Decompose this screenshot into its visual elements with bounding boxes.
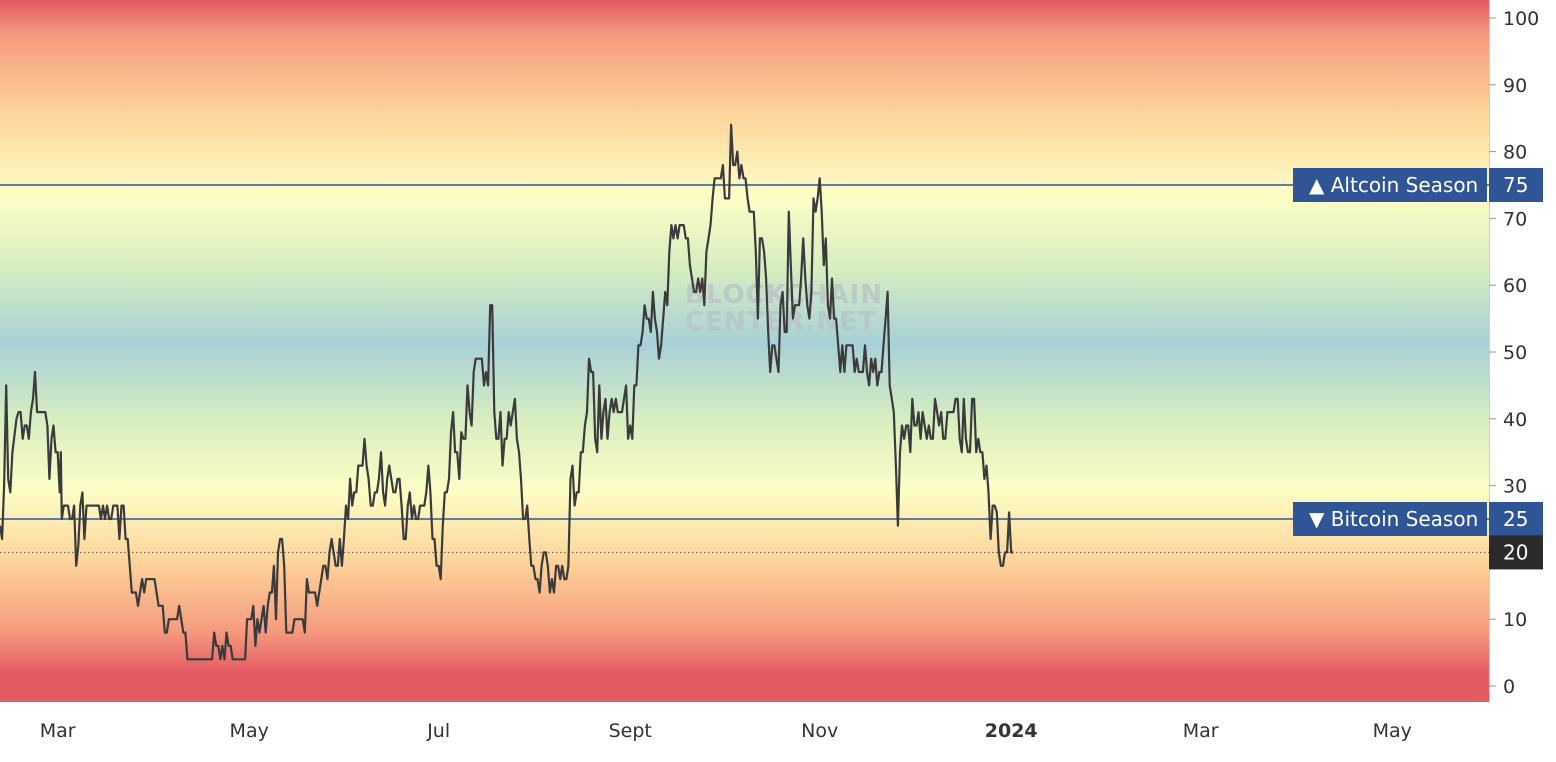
x-tick-label: Nov xyxy=(801,720,838,742)
threshold-value-box xyxy=(1489,502,1543,536)
y-tick-label: 60 xyxy=(1503,275,1527,297)
plot-background xyxy=(0,0,1489,702)
threshold-value: 25 xyxy=(1503,507,1528,531)
threshold-value-box xyxy=(1489,168,1543,202)
altcoin-season-index-line xyxy=(0,123,1014,661)
y-tick-label: 30 xyxy=(1503,476,1527,498)
y-tick-label: 10 xyxy=(1503,609,1527,631)
threshold-label: ▲ Altcoin Season xyxy=(1309,173,1478,197)
x-tick-label: 2024 xyxy=(985,720,1038,742)
threshold-label-box xyxy=(1293,502,1487,536)
x-tick-label: May xyxy=(230,720,269,742)
current-value-label: 20 xyxy=(1503,540,1528,564)
threshold-value: 75 xyxy=(1503,173,1528,197)
x-axis-ticks: Mar May Jul Sept Nov 2024 Mar May xyxy=(40,720,1412,742)
threshold-lines xyxy=(0,184,1489,520)
x-tick-label: Sept xyxy=(609,720,652,742)
threshold-tags: ▲ Altcoin Season 75 ▼ Bitcoin Season 25 xyxy=(1293,168,1543,536)
x-tick-label: Mar xyxy=(40,720,76,742)
y-tick-label: 100 xyxy=(1503,8,1539,30)
x-tick-label: Jul xyxy=(426,720,450,742)
y-tick-label: 70 xyxy=(1503,208,1527,230)
y-tick-label: 50 xyxy=(1503,342,1527,364)
x-tick-label: May xyxy=(1373,720,1412,742)
y-tick-label: 0 xyxy=(1503,676,1515,698)
time-axis-area xyxy=(0,702,1556,762)
y-tick-label: 80 xyxy=(1503,142,1527,164)
x-tick-label: Mar xyxy=(1183,720,1219,742)
threshold-label-box xyxy=(1293,168,1487,202)
y-tick-label: 40 xyxy=(1503,409,1527,431)
current-value-box xyxy=(1489,535,1543,570)
current-value-tag: 20 xyxy=(1489,535,1543,570)
threshold-label: ▼ Bitcoin Season xyxy=(1309,507,1478,531)
y-tick-label: 90 xyxy=(1503,75,1527,97)
price-axis-area xyxy=(1489,0,1556,702)
